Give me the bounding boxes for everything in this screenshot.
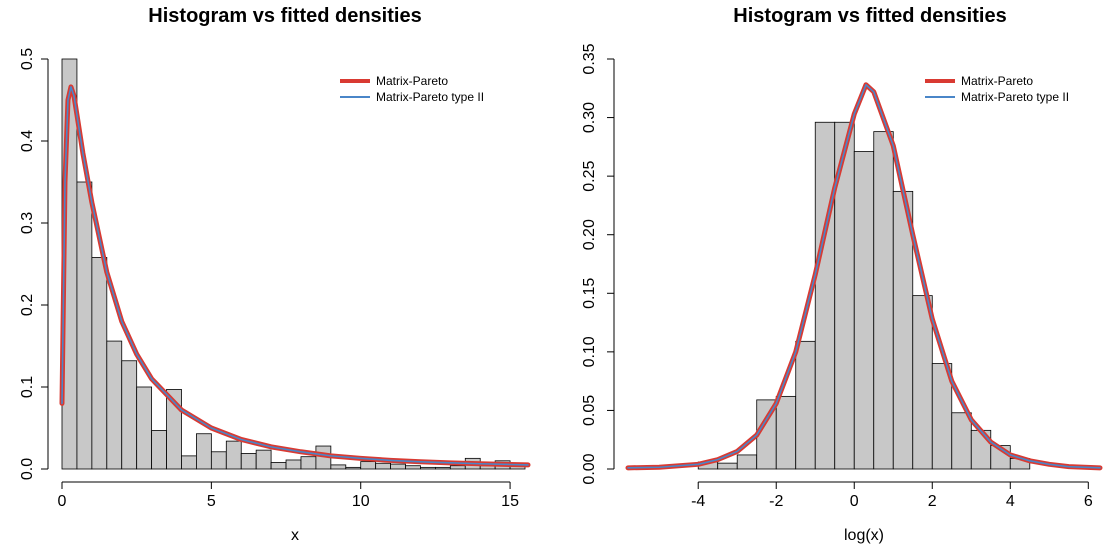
x-axis-label: x	[291, 527, 299, 544]
histogram-bar	[225, 440, 242, 470]
x-tick-label: 2	[928, 493, 937, 510]
density-line-2	[61, 86, 529, 466]
histogram-bar	[736, 454, 758, 470]
y-tick-label: 0.1	[19, 376, 36, 398]
histogram-bar	[76, 181, 93, 470]
y-tick-label: 0.25	[581, 160, 598, 191]
histogram-bars	[61, 58, 526, 470]
histogram-bar	[912, 295, 933, 470]
histogram-bar	[270, 462, 287, 470]
histogram-bar	[853, 151, 875, 470]
chart-title: Histogram vs fitted densities	[148, 5, 421, 27]
histogram-bar	[873, 131, 894, 470]
x-tick-label: 0	[850, 493, 859, 510]
histogram-bar	[775, 395, 797, 470]
y-axis: 0.0 0.1 0.2 0.3 0.4 0.5	[19, 48, 49, 480]
legend-label: Matrix-Pareto type II	[961, 90, 1069, 104]
histogram-bar	[330, 464, 347, 470]
histogram-bar	[375, 462, 391, 470]
chart-title: Histogram vs fitted densities	[733, 5, 1006, 27]
x-tick-label: 15	[501, 493, 519, 510]
histogram-bar	[360, 461, 377, 470]
y-tick-label: 0.30	[581, 102, 598, 133]
histogram-bar	[345, 466, 362, 470]
x-tick-label: 6	[1084, 493, 1093, 510]
y-tick-label: 0.00	[581, 453, 598, 484]
chart-panel-right: Histogram vs fitted densities -4 -2 0 2 4 6 log…	[581, 5, 1103, 544]
histogram-bar	[91, 257, 108, 470]
histogram-bar	[121, 360, 138, 470]
histogram-bar	[196, 433, 212, 470]
histogram-bar	[390, 463, 406, 470]
histogram-bar	[814, 121, 836, 470]
histogram-bar	[106, 340, 123, 470]
density-line-2	[627, 83, 1101, 469]
histogram-bar	[951, 412, 972, 470]
histogram-bar	[240, 453, 257, 470]
y-tick-label: 0.15	[581, 278, 598, 309]
y-tick-label: 0.5	[19, 48, 36, 70]
y-tick-label: 0.3	[19, 212, 36, 234]
histogram-bar	[151, 430, 167, 470]
x-axis: -4 -2 0 2 4 6	[691, 481, 1093, 510]
y-tick-label: 0.20	[581, 219, 598, 250]
histogram-bar	[420, 466, 436, 470]
histogram-bars	[697, 121, 1031, 470]
legend-label: Matrix-Pareto	[961, 74, 1033, 88]
legend-label: Matrix-Pareto	[376, 74, 448, 88]
histogram-bar	[795, 340, 816, 470]
x-tick-label: 10	[352, 493, 370, 510]
histogram-bar	[136, 386, 153, 470]
x-axis: 0 5 10 15	[58, 481, 519, 510]
y-tick-label: 0.35	[581, 43, 598, 74]
legend-label: Matrix-Pareto type II	[376, 90, 484, 104]
histogram-bar	[405, 465, 421, 470]
x-tick-label: -2	[769, 493, 783, 510]
x-tick-label: 5	[207, 493, 216, 510]
legend: Matrix-Pareto Matrix-Pareto type II	[925, 74, 1069, 104]
histogram-bar	[285, 459, 302, 470]
y-tick-label: 0.2	[19, 294, 36, 316]
histogram-bar	[255, 449, 272, 470]
histogram-bar	[210, 451, 227, 470]
y-tick-label: 0.0	[19, 458, 36, 480]
y-tick-label: 0.4	[19, 130, 36, 152]
histogram-bar	[181, 455, 197, 470]
y-tick-label: 0.05	[581, 395, 598, 426]
y-axis: 0.00 0.05 0.10 0.15 0.20 0.25 0.30 0.35	[581, 43, 615, 485]
x-tick-label: 0	[58, 493, 67, 510]
histogram-bar	[300, 456, 317, 470]
x-tick-label: 4	[1006, 493, 1015, 510]
y-tick-label: 0.10	[581, 336, 598, 367]
histogram-bar	[449, 465, 466, 470]
x-tick-label: -4	[691, 493, 705, 510]
histogram-bar	[717, 462, 738, 470]
x-axis-label: log(x)	[844, 527, 884, 544]
histogram-bar	[434, 466, 451, 470]
legend: Matrix-Pareto Matrix-Pareto type II	[340, 74, 484, 104]
